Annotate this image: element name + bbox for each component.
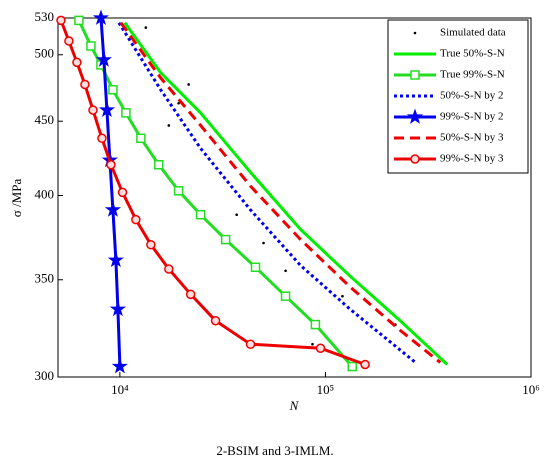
legend: Simulated data True 50%-S-N True 99%-S-N 50… (387, 19, 529, 174)
circle-marker (56, 15, 66, 26)
square-marker (220, 234, 231, 245)
x-tick-label: 10⁵ (317, 382, 335, 397)
legend-label: Simulated data (440, 27, 506, 39)
circle-marker (117, 187, 128, 198)
circle-marker (410, 154, 420, 164)
circle-marker (97, 133, 107, 144)
x-tick-label: 10⁶ (522, 382, 540, 397)
circle-marker (131, 214, 141, 225)
square-marker (347, 361, 357, 372)
circle-marker (210, 315, 221, 326)
square-marker (195, 209, 206, 220)
y-tick-label: 500 (35, 46, 55, 61)
square-marker (136, 133, 146, 144)
star-marker (109, 300, 127, 317)
square-marker (173, 186, 184, 196)
square-marker (108, 85, 118, 95)
legend-label: True 50%-S-N (440, 48, 505, 60)
y-tick-label: 530 (35, 9, 55, 24)
square-marker (310, 319, 321, 330)
y-tick-label: 400 (35, 187, 55, 202)
legend-label: 50%-S-N by 3 (440, 132, 504, 144)
y-tick-label: 450 (35, 112, 55, 127)
y-axis-label: σ /MPa (9, 179, 24, 218)
star-marker (107, 251, 124, 268)
square-marker (410, 70, 420, 80)
circle-marker (72, 57, 82, 68)
data-point (311, 342, 314, 346)
y-tick-label: 350 (35, 271, 55, 286)
circle-marker (88, 105, 98, 115)
legend-label: 99%-S-N by 2 (440, 111, 504, 123)
data-point (235, 213, 238, 217)
square-marker (121, 108, 131, 118)
square-marker (280, 291, 291, 301)
data-point (413, 31, 417, 35)
legend-box (387, 19, 529, 174)
x-tick-label: 10⁴ (111, 382, 129, 397)
data-point (341, 294, 344, 298)
series-line (59, 19, 366, 366)
star-marker (111, 358, 128, 374)
square-marker (154, 159, 164, 170)
circle-marker (315, 343, 326, 353)
circle-marker (245, 339, 256, 349)
circle-marker (146, 239, 156, 250)
data-point (187, 83, 190, 86)
series-line (119, 21, 442, 364)
caption: 2-BSIM and 3-IMLM. (216, 443, 333, 458)
series-line (99, 17, 122, 367)
series-line (123, 21, 449, 366)
legend-label: 50%-S-N by 2 (440, 90, 504, 102)
star-marker (95, 51, 112, 67)
circle-marker (106, 159, 116, 170)
star-marker (92, 9, 110, 25)
square-marker (74, 15, 84, 26)
star-marker (104, 201, 122, 217)
data-point (177, 101, 180, 105)
x-axis-label: N (289, 398, 300, 413)
circle-marker (360, 359, 370, 370)
circle-marker (185, 289, 196, 300)
square-marker (86, 41, 96, 51)
data-point (262, 241, 265, 245)
circle-marker (64, 36, 74, 46)
legend-label: 99%-S-N by 3 (440, 153, 504, 165)
square-marker (250, 262, 261, 273)
series-line (117, 22, 417, 364)
data-point (284, 269, 287, 273)
legend-label: True 99%-S-N (440, 69, 505, 81)
circle-marker (164, 264, 174, 274)
data-point (167, 124, 171, 127)
circle-marker (80, 79, 90, 90)
data-point (144, 26, 148, 29)
y-tick-label: 300 (35, 368, 55, 383)
star-marker (98, 101, 116, 118)
star-marker (406, 108, 424, 124)
